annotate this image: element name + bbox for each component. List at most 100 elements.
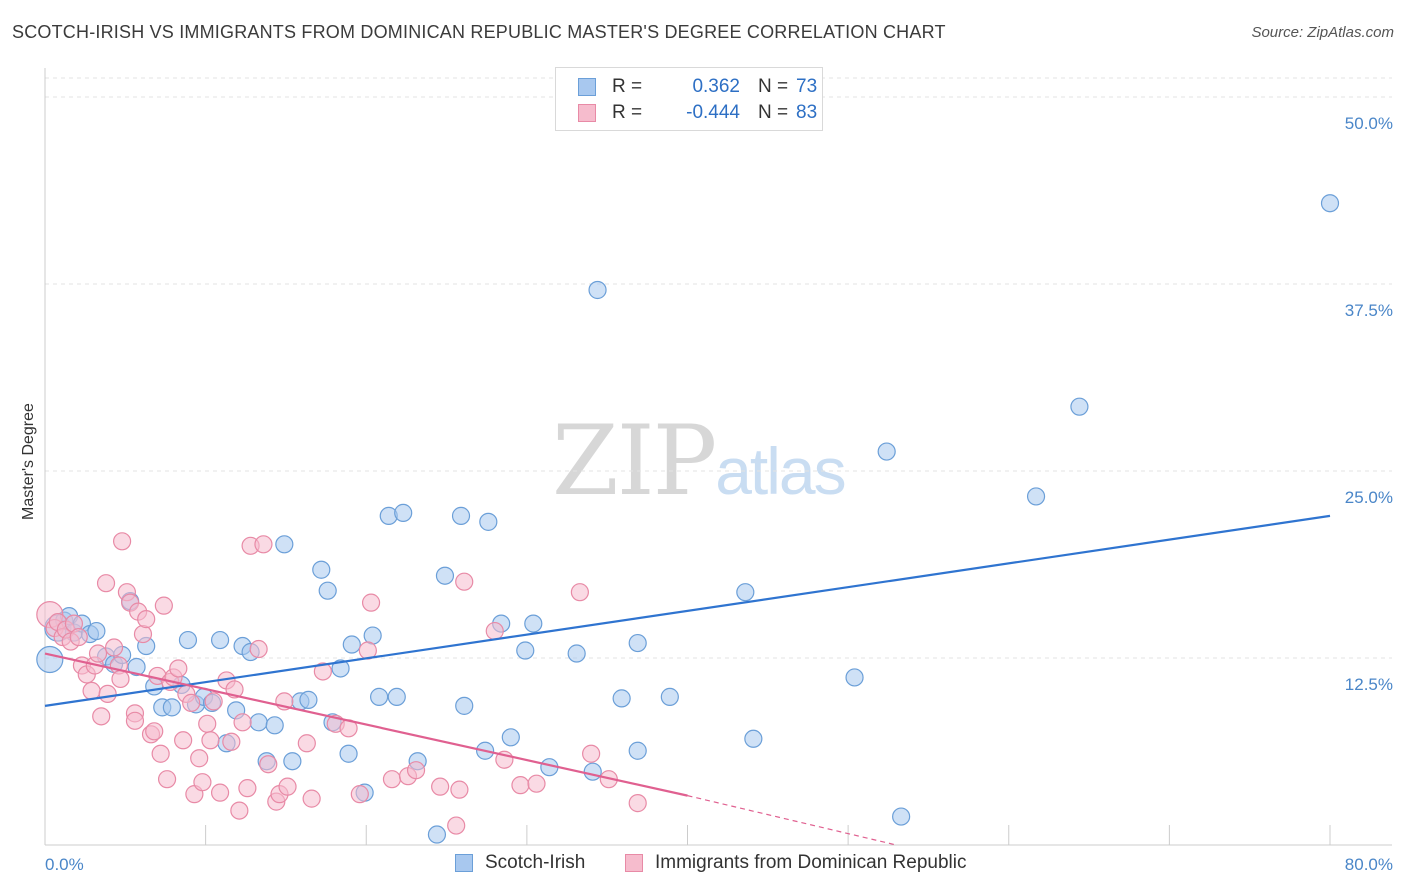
scotch-irish-point — [36, 645, 64, 674]
dominican-point — [302, 789, 321, 808]
scotch-irish-point — [210, 630, 230, 650]
scotch-irish-point — [588, 280, 607, 300]
dominican-point — [145, 722, 164, 741]
scotch-irish-point — [178, 630, 198, 650]
legend-n-label: N = — [758, 102, 789, 123]
legend-r-label: R = — [612, 76, 643, 97]
dominican-point — [233, 713, 252, 732]
legend: R = 0.362 N = 73 R = -0.444 N = 83 — [555, 67, 823, 131]
dominican-point — [350, 785, 369, 804]
dominican-point — [111, 669, 130, 689]
scotch-irish-point — [583, 762, 602, 781]
scotch-irish-point — [275, 535, 294, 554]
dominican-point — [447, 816, 466, 835]
dominican-point — [96, 574, 116, 593]
dominican-point — [249, 639, 268, 659]
dominican-point — [201, 731, 220, 750]
scotch-irish-trendline — [44, 514, 1331, 707]
dominican-point — [151, 744, 170, 763]
dominican-point — [137, 610, 156, 629]
dominican-point — [98, 684, 117, 704]
scotch-irish-point — [312, 560, 331, 579]
legend-n-value: 83 — [796, 102, 818, 123]
scotch-irish-point — [394, 503, 413, 522]
scotch-irish-point — [628, 741, 647, 760]
dominican-point — [69, 627, 88, 647]
scotch-irish-point — [451, 506, 471, 525]
scotch-irish-point — [455, 696, 474, 715]
scotch-irish-point — [845, 668, 864, 687]
scotch-irish-point — [435, 566, 455, 585]
scotch-irish-point — [1070, 397, 1089, 416]
dominican-point — [259, 755, 278, 774]
dominican-point — [361, 593, 381, 612]
x-tick-label: 0.0% — [45, 855, 84, 874]
scotch-irish-point — [283, 752, 302, 771]
scotch-irish-point — [1320, 194, 1340, 213]
scotch-irish-point — [516, 641, 535, 660]
dominican-point — [278, 777, 297, 796]
scotch-irish-point — [265, 716, 284, 735]
scotch-irish-point — [567, 644, 586, 663]
scotch-irish-point — [524, 614, 543, 633]
scotch-irish-point — [501, 728, 520, 747]
watermark-zip: ZIP — [552, 405, 717, 517]
scotch-irish-point — [877, 442, 896, 461]
dominican-point — [297, 734, 316, 753]
dominican-point — [210, 783, 230, 802]
dominican-point — [169, 659, 188, 678]
dominican-point — [382, 770, 402, 789]
dominican-point — [182, 693, 201, 712]
dominican-point — [193, 773, 212, 792]
legend-n-value: 73 — [796, 76, 818, 97]
bottom-legend-label: Immigrants from Dominican Republic — [655, 852, 967, 873]
legend-n-label: N = — [758, 76, 789, 97]
x-tick-label: 80.0% — [1345, 855, 1393, 874]
dominican-point — [222, 732, 241, 751]
dominican-point — [133, 624, 153, 644]
dominican-point — [485, 621, 504, 641]
dominican-point — [82, 681, 101, 701]
legend-r-label: R = — [612, 102, 643, 123]
scotch-irish-point — [479, 512, 498, 531]
scotch-irish-point — [249, 713, 268, 732]
y-axis-label: Master's Degree — [20, 403, 37, 520]
dominican-point — [112, 532, 132, 551]
dominican-trendline — [44, 652, 688, 797]
scotch-irish-point — [318, 581, 337, 600]
dominican-point — [92, 707, 111, 726]
scotch-irish-point — [127, 657, 146, 677]
scotch-irish-point — [660, 687, 679, 706]
scotch-irish-point — [892, 807, 911, 826]
dominican-point — [254, 535, 273, 554]
legend-r-value: -0.444 — [686, 102, 740, 123]
dominican-point — [527, 774, 546, 793]
dominican-point — [238, 779, 257, 798]
legend-swatch-scotch-irish — [578, 78, 596, 96]
scotch-irish-point — [612, 689, 631, 708]
dominican-point — [406, 761, 426, 780]
y-tick-label: 25.0% — [1345, 488, 1393, 507]
dominican-point — [190, 749, 209, 768]
dominican-point — [313, 662, 332, 681]
dominican-point — [198, 714, 217, 733]
scotch-irish-point — [162, 698, 181, 717]
scotch-irish-point — [744, 729, 763, 748]
legend-swatch-dominican — [578, 104, 596, 122]
scotch-irish-point — [427, 825, 447, 844]
scotch-irish-point — [331, 659, 350, 678]
scotch-irish-point — [299, 690, 318, 709]
dominican-point — [450, 780, 469, 799]
dominican-point — [204, 692, 223, 711]
dominican-point — [174, 731, 193, 750]
dominican-trendline-extension — [687, 795, 897, 846]
scotch-irish-point — [387, 687, 406, 706]
legend-r-value: 0.362 — [692, 76, 740, 97]
scotch-irish-point — [342, 635, 361, 654]
dominican-point — [157, 770, 177, 789]
source-label: Source: ZipAtlas.com — [1251, 24, 1394, 41]
chart-title: SCOTCH-IRISH VS IMMIGRANTS FROM DOMINICA… — [12, 22, 946, 42]
dominican-point — [431, 777, 450, 796]
bottom-legend-swatch-dominican — [625, 854, 643, 872]
scotch-irish-point — [628, 633, 647, 653]
